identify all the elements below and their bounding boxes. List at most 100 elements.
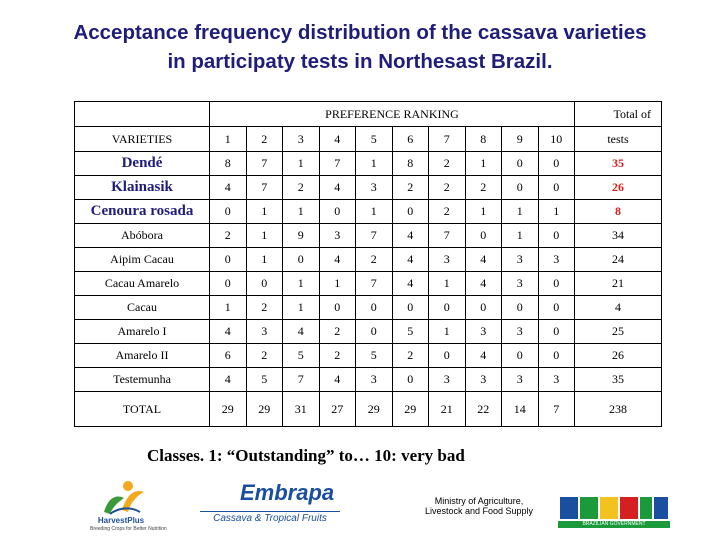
rank-header: 10 [537, 126, 575, 152]
rank-header: 2 [245, 126, 283, 152]
rank-count-cell: 6 [209, 343, 247, 368]
header-blank-cell [74, 101, 210, 127]
total-cell: 27 [318, 391, 356, 427]
rank-count-cell: 4 [391, 247, 429, 272]
rank-count-cell: 1 [282, 271, 320, 296]
slide-title: Acceptance frequency distribution of the… [0, 18, 720, 76]
rank-count-cell: 3 [355, 175, 393, 200]
rank-count-cell: 3 [428, 367, 466, 392]
rank-count-cell: 1 [318, 271, 356, 296]
rank-header: 7 [428, 126, 466, 152]
rank-count-cell: 4 [318, 175, 356, 200]
frequency-table: PREFERENCE RANKING Total of VARIETIES 1 … [74, 101, 662, 427]
rank-count-cell: 0 [318, 199, 356, 224]
variety-total-cell: 21 [574, 271, 662, 296]
rank-count-cell: 0 [537, 295, 575, 320]
variety-total-cell: 26 [574, 175, 662, 200]
table-row: Klainasik 4 7 2 4 3 2 2 2 0 0 26 [74, 175, 662, 200]
total-cell: 22 [464, 391, 502, 427]
total-cell: 29 [355, 391, 393, 427]
rank-count-cell: 2 [391, 343, 429, 368]
rank-count-cell: 0 [501, 343, 539, 368]
rank-count-cell: 1 [282, 151, 320, 176]
rank-count-cell: 0 [464, 295, 502, 320]
embrapa-divider [200, 511, 340, 512]
harvestplus-tagline: Breeding Crops for Better Nutrition [90, 526, 167, 532]
rank-count-cell: 4 [391, 271, 429, 296]
rank-count-cell: 4 [282, 319, 320, 344]
total-row: TOTAL 29 29 31 27 29 29 21 22 14 7 238 [74, 391, 662, 427]
rank-count-cell: 0 [537, 175, 575, 200]
rank-count-cell: 5 [245, 367, 283, 392]
rank-header: 6 [391, 126, 429, 152]
rank-count-cell: 5 [282, 343, 320, 368]
rank-count-cell: 2 [318, 343, 356, 368]
brasil-government-bar: BRAZILIAN GOVERNMENT [558, 521, 670, 528]
rank-count-cell: 2 [428, 175, 466, 200]
total-cell: 14 [501, 391, 539, 427]
rank-header: 3 [282, 126, 320, 152]
rank-header: 4 [318, 126, 356, 152]
rank-count-cell: 4 [209, 175, 247, 200]
rank-count-cell: 5 [391, 319, 429, 344]
total-cell: 29 [209, 391, 247, 427]
table-row: Cacau Amarelo 0 0 1 1 7 4 1 4 3 0 21 [74, 271, 662, 296]
rank-count-cell: 2 [464, 175, 502, 200]
rank-count-cell: 0 [537, 223, 575, 248]
table-row: Aipim Cacau 0 1 0 4 2 4 3 4 3 3 24 [74, 247, 662, 272]
rank-count-cell: 4 [318, 367, 356, 392]
rank-count-cell: 2 [355, 247, 393, 272]
rank-header: 5 [355, 126, 393, 152]
rank-count-cell: 4 [318, 247, 356, 272]
embrapa-logo: Embrapa Cassava & Tropical Fruits [200, 480, 340, 530]
variety-total-cell: 26 [574, 343, 662, 368]
rank-count-cell: 2 [245, 295, 283, 320]
rank-count-cell: 3 [501, 271, 539, 296]
rank-count-cell: 7 [245, 175, 283, 200]
rank-count-cell: 7 [282, 367, 320, 392]
rank-count-cell: 3 [501, 247, 539, 272]
rank-count-cell: 0 [501, 295, 539, 320]
variety-total-cell: 8 [574, 199, 662, 224]
rank-count-cell: 0 [537, 343, 575, 368]
rank-count-cell: 0 [391, 367, 429, 392]
rank-count-cell: 2 [282, 175, 320, 200]
harvestplus-name: HarvestPlus [97, 516, 145, 525]
rank-count-cell: 3 [464, 367, 502, 392]
rank-count-cell: 8 [391, 151, 429, 176]
title-line-1: Acceptance frequency distribution of the… [73, 21, 647, 44]
variety-name: Cacau [74, 295, 210, 320]
table-row: Amarelo II 6 2 5 2 5 2 0 4 0 0 26 [74, 343, 662, 368]
rank-count-cell: 3 [501, 319, 539, 344]
rank-count-cell: 0 [209, 247, 247, 272]
rank-count-cell: 3 [245, 319, 283, 344]
rank-count-cell: 0 [537, 319, 575, 344]
rank-count-cell: 0 [209, 199, 247, 224]
variety-name: Testemunha [74, 367, 210, 392]
table-row: Cacau 1 2 1 0 0 0 0 0 0 0 4 [74, 295, 662, 320]
rank-count-cell: 0 [355, 319, 393, 344]
rank-count-cell: 4 [464, 247, 502, 272]
rank-count-cell: 7 [428, 223, 466, 248]
variety-total-cell: 24 [574, 247, 662, 272]
rank-count-cell: 1 [355, 199, 393, 224]
total-label: TOTAL [74, 391, 210, 427]
rank-count-cell: 1 [464, 151, 502, 176]
rank-count-cell: 4 [391, 223, 429, 248]
rank-count-cell: 3 [355, 367, 393, 392]
rank-count-cell: 3 [318, 223, 356, 248]
ministry-text: Ministry of Agriculture, Livestock and F… [424, 496, 534, 516]
table-header-row-1: PREFERENCE RANKING Total of [74, 101, 662, 127]
total-cell: 29 [245, 391, 283, 427]
variety-total-cell: 35 [574, 151, 662, 176]
rank-count-cell: 4 [464, 271, 502, 296]
variety-name: Cenoura rosada [74, 199, 210, 224]
table-row: Amarelo I 4 3 4 2 0 5 1 3 3 0 25 [74, 319, 662, 344]
total-cell: 21 [428, 391, 466, 427]
total-cell: 31 [282, 391, 320, 427]
rank-count-cell: 0 [355, 295, 393, 320]
rank-count-cell: 3 [537, 367, 575, 392]
brasil-logo: BRAZILIAN GOVERNMENT [558, 495, 670, 529]
variety-name: Aipim Cacau [74, 247, 210, 272]
total-cell: 29 [391, 391, 429, 427]
